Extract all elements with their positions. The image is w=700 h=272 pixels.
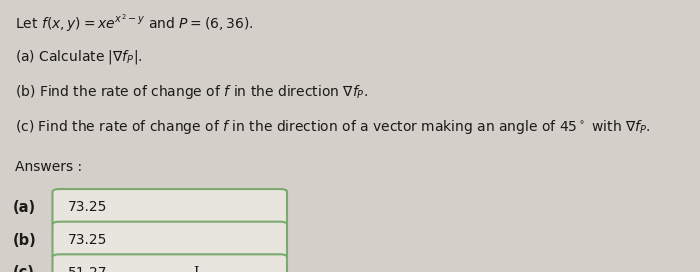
Text: (c) Find the rate of change of $f$ in the direction of a vector making an angle : (c) Find the rate of change of $f$ in th…: [15, 118, 651, 136]
Text: 73.25: 73.25: [68, 233, 107, 247]
Text: (b): (b): [13, 233, 36, 248]
Text: 51.27: 51.27: [68, 266, 107, 272]
Text: (c): (c): [13, 265, 34, 272]
FancyBboxPatch shape: [52, 254, 287, 272]
Text: (a): (a): [13, 200, 36, 215]
Text: (b) Find the rate of change of $f$ in the direction $\nabla f_P$.: (b) Find the rate of change of $f$ in th…: [15, 83, 368, 101]
FancyBboxPatch shape: [52, 222, 287, 258]
Text: Answers :: Answers :: [15, 160, 83, 174]
Text: I: I: [193, 266, 199, 272]
Text: (a) Calculate $|\nabla f_P|$.: (a) Calculate $|\nabla f_P|$.: [15, 48, 143, 66]
Text: Let $f(x, y) = xe^{x^2-y}$ and $P = (6, 36)$.: Let $f(x, y) = xe^{x^2-y}$ and $P = (6, …: [15, 12, 253, 34]
FancyBboxPatch shape: [52, 189, 287, 226]
Text: 73.25: 73.25: [68, 200, 107, 214]
